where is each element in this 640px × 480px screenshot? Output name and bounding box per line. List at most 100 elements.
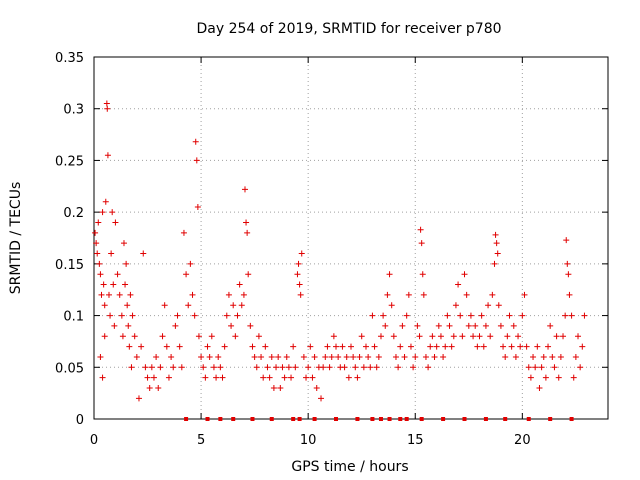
data-point xyxy=(142,364,149,371)
data-point xyxy=(547,322,554,329)
data-point xyxy=(497,322,504,329)
data-point xyxy=(244,229,251,236)
data-point xyxy=(185,302,192,309)
data-point xyxy=(200,364,207,371)
y-tick-label: 0.05 xyxy=(55,361,84,376)
data-point xyxy=(120,240,127,247)
data-point xyxy=(225,291,232,298)
data-point xyxy=(103,100,110,107)
y-axis-label: SRMTID / TECUs xyxy=(8,182,24,295)
data-point xyxy=(373,364,380,371)
data-point xyxy=(478,312,485,319)
baseline-marker xyxy=(297,417,302,421)
data-point xyxy=(165,374,172,381)
data-point xyxy=(176,343,183,350)
data-point xyxy=(440,353,447,360)
data-point xyxy=(369,312,376,319)
data-point xyxy=(412,353,419,360)
data-point xyxy=(382,322,389,329)
data-point xyxy=(532,364,539,371)
data-point xyxy=(465,322,472,329)
data-point xyxy=(99,209,106,216)
data-point xyxy=(104,105,111,112)
data-point xyxy=(144,374,151,381)
data-point xyxy=(564,260,571,267)
data-point xyxy=(262,343,269,350)
data-point xyxy=(362,343,369,350)
data-point xyxy=(560,333,567,340)
data-point xyxy=(119,333,126,340)
data-point xyxy=(277,384,284,391)
data-point xyxy=(219,374,226,381)
data-point xyxy=(238,302,245,309)
data-point xyxy=(371,343,378,350)
data-point xyxy=(255,333,262,340)
data-point xyxy=(565,271,572,278)
baseline-marker xyxy=(526,417,531,421)
y-tick-label: 0.15 xyxy=(55,258,84,273)
data-point xyxy=(324,343,331,350)
baseline-marker xyxy=(419,417,424,421)
baseline-marker xyxy=(205,417,210,421)
data-point xyxy=(555,374,562,381)
data-point xyxy=(500,343,507,350)
data-point xyxy=(206,353,213,360)
baseline-marker xyxy=(569,417,574,421)
data-point xyxy=(512,353,519,360)
data-point xyxy=(193,157,200,164)
y-tick-label: 0.35 xyxy=(55,51,84,66)
data-point xyxy=(536,384,543,391)
data-point xyxy=(492,231,499,238)
baseline-marker xyxy=(231,417,236,421)
data-point xyxy=(228,322,235,329)
data-point xyxy=(108,250,115,257)
data-point xyxy=(417,226,424,233)
data-point xyxy=(390,333,397,340)
data-point xyxy=(215,353,222,360)
data-point xyxy=(397,343,404,350)
data-point xyxy=(146,384,153,391)
data-point xyxy=(446,322,453,329)
data-point xyxy=(448,343,455,350)
baseline-marker xyxy=(250,417,255,421)
data-point xyxy=(437,333,444,340)
data-point xyxy=(270,384,277,391)
data-point xyxy=(562,312,569,319)
baseline-marker xyxy=(218,417,223,421)
data-point xyxy=(517,343,524,350)
data-point xyxy=(435,322,442,329)
data-point xyxy=(581,312,588,319)
data-point xyxy=(350,353,357,360)
data-point xyxy=(322,353,329,360)
data-point xyxy=(183,271,190,278)
data-point xyxy=(247,322,254,329)
data-point xyxy=(128,364,135,371)
data-point xyxy=(110,281,117,288)
data-point xyxy=(474,343,481,350)
data-point xyxy=(365,353,372,360)
data-point xyxy=(107,312,114,319)
data-point xyxy=(300,353,307,360)
data-point xyxy=(326,364,333,371)
data-point xyxy=(482,322,489,329)
data-point xyxy=(405,291,412,298)
data-point xyxy=(358,333,365,340)
data-point xyxy=(414,322,421,329)
data-point xyxy=(318,395,325,402)
data-point xyxy=(530,353,537,360)
data-point xyxy=(157,364,164,371)
data-point xyxy=(258,353,265,360)
data-point xyxy=(403,312,410,319)
data-point xyxy=(294,271,301,278)
data-point xyxy=(232,333,239,340)
data-point xyxy=(303,374,310,381)
data-point xyxy=(470,333,477,340)
baseline-marker xyxy=(378,417,383,421)
data-point xyxy=(410,364,417,371)
data-point xyxy=(407,343,414,350)
data-point xyxy=(102,198,109,205)
data-point xyxy=(489,291,496,298)
data-point xyxy=(268,353,275,360)
data-point xyxy=(221,343,228,350)
data-point xyxy=(313,384,320,391)
